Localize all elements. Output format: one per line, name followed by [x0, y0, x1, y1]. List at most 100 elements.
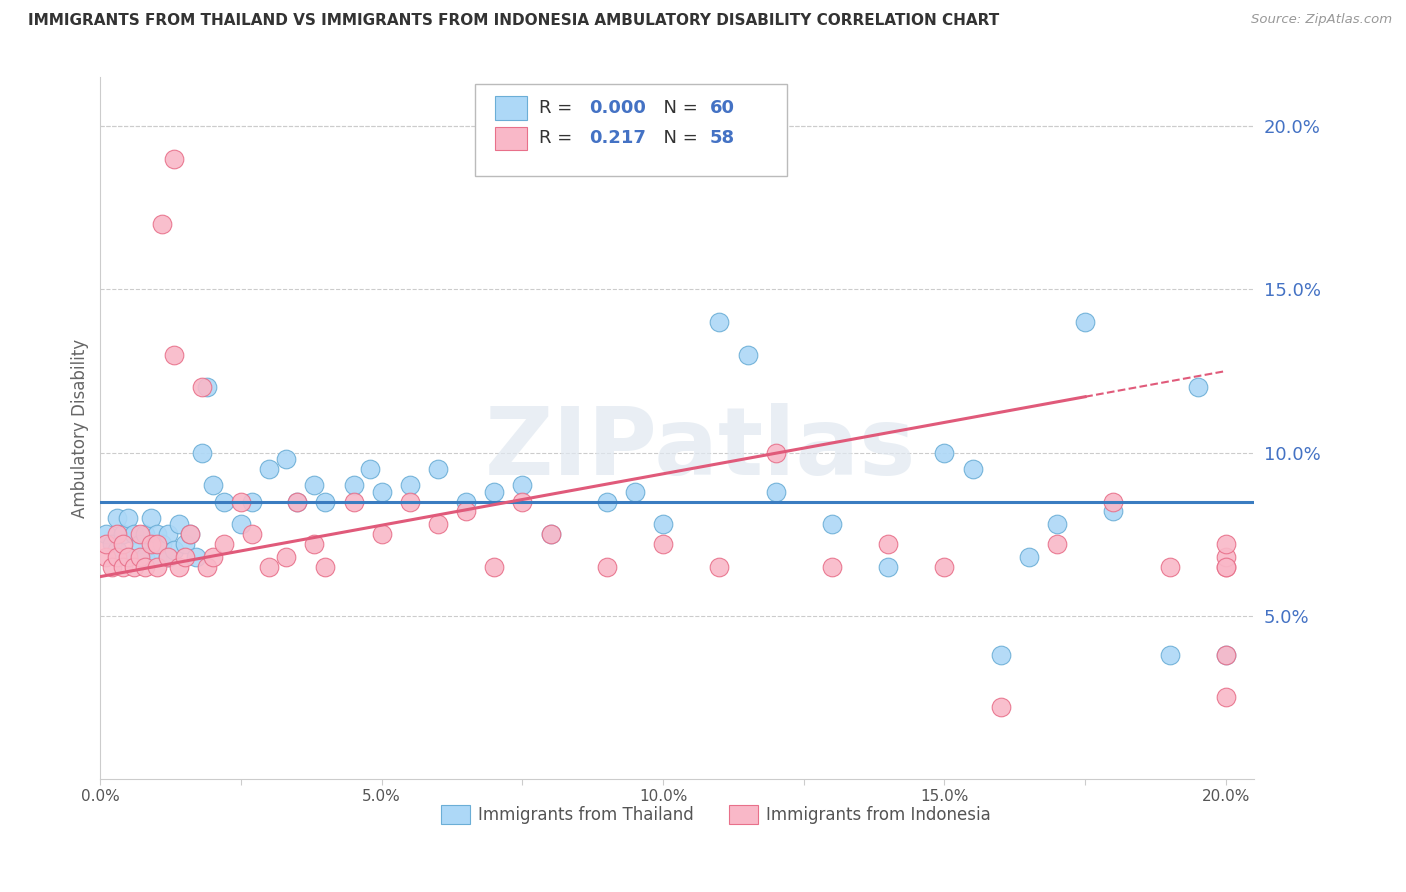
Point [1215, 549, 1237, 564]
Point [1102, 494, 1125, 508]
Point [212, 494, 235, 508]
Point [596, 559, 619, 574]
Point [285, 494, 308, 508]
Text: R =: R = [538, 99, 578, 117]
Point [399, 478, 422, 492]
Point [512, 494, 534, 508]
Text: R =: R = [538, 129, 583, 147]
Bar [440, 805, 470, 824]
Text: ZIPatlas: ZIPatlas [485, 403, 915, 495]
Point [1159, 559, 1181, 574]
Point [1074, 315, 1097, 329]
Point [179, 527, 201, 541]
Point [302, 537, 325, 551]
Point [145, 527, 167, 541]
Point [150, 537, 173, 551]
Point [990, 648, 1012, 662]
Point [1046, 537, 1069, 551]
Point [145, 549, 167, 564]
Point [117, 549, 139, 564]
Point [128, 549, 150, 564]
Point [150, 217, 173, 231]
Point [128, 537, 150, 551]
Point [709, 559, 731, 574]
Point [821, 559, 844, 574]
Text: Immigrants from Indonesia: Immigrants from Indonesia [766, 805, 991, 823]
Point [105, 549, 128, 564]
Point [624, 484, 647, 499]
Point [156, 527, 179, 541]
Point [100, 559, 122, 574]
Bar [495, 127, 527, 150]
Point [484, 559, 506, 574]
Text: N =: N = [652, 99, 703, 117]
Bar [495, 96, 527, 120]
Point [257, 559, 280, 574]
Point [285, 494, 308, 508]
Point [156, 549, 179, 564]
Point [359, 462, 381, 476]
Point [195, 559, 218, 574]
Point [370, 484, 392, 499]
Point [122, 527, 145, 541]
Point [1215, 537, 1237, 551]
Point [190, 380, 212, 394]
Point [111, 559, 134, 574]
Bar [730, 805, 758, 824]
Point [100, 537, 122, 551]
Point [314, 494, 336, 508]
Point [274, 549, 297, 564]
Point [342, 478, 364, 492]
Point [139, 511, 162, 525]
Point [105, 543, 128, 558]
Point [240, 494, 263, 508]
Point [139, 537, 162, 551]
Point [512, 478, 534, 492]
Text: 0.217: 0.217 [589, 129, 647, 147]
Point [1187, 380, 1209, 394]
Point [765, 445, 787, 459]
Point [652, 537, 675, 551]
Point [229, 517, 252, 532]
Point [765, 484, 787, 499]
Text: Immigrants from Thailand: Immigrants from Thailand [478, 805, 693, 823]
Text: N =: N = [652, 129, 703, 147]
Y-axis label: Ambulatory Disability: Ambulatory Disability [72, 339, 89, 517]
Point [1046, 517, 1069, 532]
Point [201, 478, 224, 492]
Point [737, 348, 759, 362]
Point [117, 511, 139, 525]
Point [240, 527, 263, 541]
Point [184, 549, 207, 564]
Point [302, 478, 325, 492]
Point [709, 315, 731, 329]
Point [1102, 504, 1125, 518]
Point [934, 559, 956, 574]
Point [596, 494, 619, 508]
Point [821, 517, 844, 532]
Point [456, 504, 478, 518]
Point [195, 380, 218, 394]
Point [201, 549, 224, 564]
Point [173, 549, 195, 564]
Point [122, 559, 145, 574]
Point [134, 559, 156, 574]
Point [399, 494, 422, 508]
Text: 0.000: 0.000 [589, 99, 647, 117]
Point [1215, 648, 1237, 662]
Point [105, 527, 128, 541]
Point [990, 700, 1012, 714]
Text: 58: 58 [710, 129, 734, 147]
Point [167, 517, 190, 532]
Point [1159, 648, 1181, 662]
Point [162, 543, 184, 558]
Point [134, 549, 156, 564]
Point [877, 537, 900, 551]
Point [145, 537, 167, 551]
Point [257, 462, 280, 476]
Point [456, 494, 478, 508]
Point [156, 549, 179, 564]
Point [94, 549, 117, 564]
Point [145, 559, 167, 574]
Point [111, 527, 134, 541]
